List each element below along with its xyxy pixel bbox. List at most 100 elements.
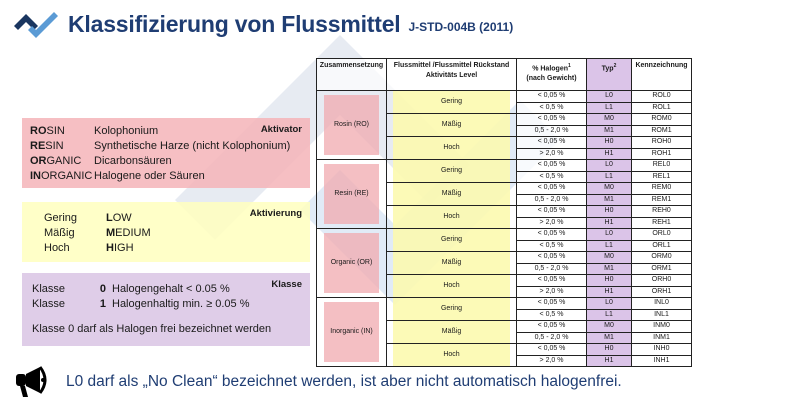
halogen-cell: < 0,05 % (516, 274, 587, 287)
aktivierung-row: Hoch HIGH (44, 241, 310, 256)
table-row: < 0,5 % L1 ROL1 (317, 101, 692, 114)
type-cell: M0 (586, 113, 632, 126)
composition-label: Rosin (RO) (324, 95, 379, 155)
table-row: Hoch < 0,05 % H0 REH0 (317, 205, 692, 229)
type-cell: M0 (586, 182, 632, 195)
code-cell: ORL1 (631, 239, 692, 252)
halogen-cell: 0,5 - 2,0 % (516, 331, 587, 344)
halogen-cell: < 0,05 % (516, 343, 587, 356)
composition-cell: Rosin (RO) (316, 90, 387, 160)
aktivator-row: RESIN Synthetische Harze (nicht Kolophon… (30, 139, 310, 154)
table-row: Hoch < 0,05 % H0 INH0 (317, 343, 692, 367)
type-cell: H0 (586, 205, 632, 218)
table-row: Mäßig < 0,05 % M0 REM0 (317, 182, 692, 206)
aktivator-desc: Dicarbonsäuren (94, 155, 172, 167)
aktivierung-row: Gering LOW (44, 211, 310, 226)
footer-note: L0 darf als „No Clean“ bezeichnet werden… (14, 365, 622, 399)
megaphone-icon (16, 366, 47, 397)
page-subtitle: J-STD-004B (2011) (408, 20, 514, 34)
type-cell: H1 (586, 147, 632, 160)
flux-classification-table: Zusammensetzung Flussmittel /Flussmittel… (316, 58, 692, 367)
halogen-cell: < 0,05 % (516, 320, 587, 333)
klasse-box: Klasse Klasse 0 Halogengehalt < 0.05 % K… (22, 273, 310, 346)
activity-level-cell: Hoch (386, 136, 517, 160)
klasse-row: Klasse 1 Halogenhaltig min. ≥ 0.05 % (32, 297, 310, 312)
code-cell: ORM1 (631, 262, 692, 275)
activity-level-label: Hoch (393, 137, 510, 159)
type-cell: L0 (586, 297, 632, 310)
type-cell: L1 (586, 239, 632, 252)
activity-level-label: Mäßig (393, 114, 510, 136)
code-cell: ROH0 (631, 136, 692, 149)
type-cell: M1 (586, 262, 632, 275)
code-cell: ORL0 (631, 228, 692, 241)
type-cell: L1 (586, 308, 632, 321)
klasse-label: Klasse (32, 298, 66, 310)
halogen-cell: > 2,0 % (516, 285, 587, 298)
code-cell: INL1 (631, 308, 692, 321)
activity-level-cell: Hoch (386, 343, 517, 367)
type-cell: H1 (586, 354, 632, 367)
activity-level-cell: Gering (386, 297, 517, 321)
abbr-bold: RE (30, 140, 46, 152)
level-bold: M (106, 227, 116, 239)
composition-label: Inorganic (IN) (324, 302, 379, 362)
activity-level-label: Hoch (393, 206, 510, 228)
code-cell: ORH1 (631, 285, 692, 298)
aktivator-desc: Synthetische Harze (nicht Kolophonium) (94, 140, 291, 152)
aktivator-box: Aktivator ROSIN Kolophonium RESIN Synthe… (22, 118, 310, 188)
abbr-rest: SIN (45, 140, 64, 152)
header-halogen: % Halogen1 (nach Gewicht) (516, 58, 587, 91)
halogen-cell: < 0,5 % (516, 239, 587, 252)
code-cell: INH1 (631, 354, 692, 367)
type-cell: L1 (586, 101, 632, 114)
level-bold: H (106, 242, 114, 254)
halogen-cell: < 0,05 % (516, 113, 587, 126)
halogen-cell: < 0,05 % (516, 182, 587, 195)
activity-level-label: Hoch (393, 275, 510, 297)
activity-level-cell: Mäßig (386, 182, 517, 206)
level-german: Gering (44, 212, 78, 224)
halogen-cell: < 0,05 % (516, 90, 587, 103)
level-bold: L (106, 212, 113, 224)
code-cell: ROM0 (631, 113, 692, 126)
code-cell: ORM0 (631, 251, 692, 264)
type-cell: H0 (586, 136, 632, 149)
type-cell: L1 (586, 170, 632, 183)
composition-cell: Inorganic (IN) (316, 297, 387, 367)
halogen-cell: > 2,0 % (516, 147, 587, 160)
aktivator-row: ORGANIC Dicarbonsäuren (30, 154, 310, 169)
composition-label: Organic (OR) (324, 233, 379, 293)
code-cell: INL0 (631, 297, 692, 310)
table-row: Resin (RE) Gering < 0,05 % L0 REL0 (316, 159, 692, 229)
table-row: Rosin (RO) Gering < 0,05 % L0 ROL0 (316, 90, 692, 160)
halogen-cell: < 0,05 % (516, 251, 587, 264)
table-row: > 2,0 % H1 REH1 (317, 216, 692, 229)
activity-level-label: Gering (393, 298, 510, 320)
table-row: Mäßig < 0,05 % M0 ORM0 (317, 251, 692, 275)
activity-level-cell: Hoch (386, 274, 517, 298)
type-cell: H0 (586, 343, 632, 356)
type-cell: M1 (586, 124, 632, 137)
halogen-cell: > 2,0 % (516, 216, 587, 229)
abbr-rest: GANIC (46, 155, 82, 167)
activity-level-cell: Hoch (386, 205, 517, 229)
halogen-cell: > 2,0 % (516, 354, 587, 367)
activity-level-cell: Mäßig (386, 320, 517, 344)
aktivator-tag: Aktivator (260, 124, 302, 135)
activity-level-cell: Mäßig (386, 113, 517, 137)
table-row: < 0,5 % L1 REL1 (317, 170, 692, 183)
code-cell: REH1 (631, 216, 692, 229)
code-cell: REM1 (631, 193, 692, 206)
aktivator-desc: Kolophonium (94, 125, 159, 137)
code-cell: REH0 (631, 205, 692, 218)
header: Klassifizierung von Flussmittel J-STD-00… (12, 6, 513, 42)
level-rest: EDIUM (115, 227, 151, 239)
type-cell: H1 (586, 216, 632, 229)
logo-chevron-icon (14, 12, 58, 38)
abbr-rest: ORGANIC (41, 170, 93, 182)
table-row: Hoch < 0,05 % H0 ROH0 (317, 136, 692, 160)
header-composition: Zusammensetzung (316, 58, 387, 91)
composition-cell: Resin (RE) (316, 159, 387, 229)
level-rest: IGH (113, 242, 134, 254)
